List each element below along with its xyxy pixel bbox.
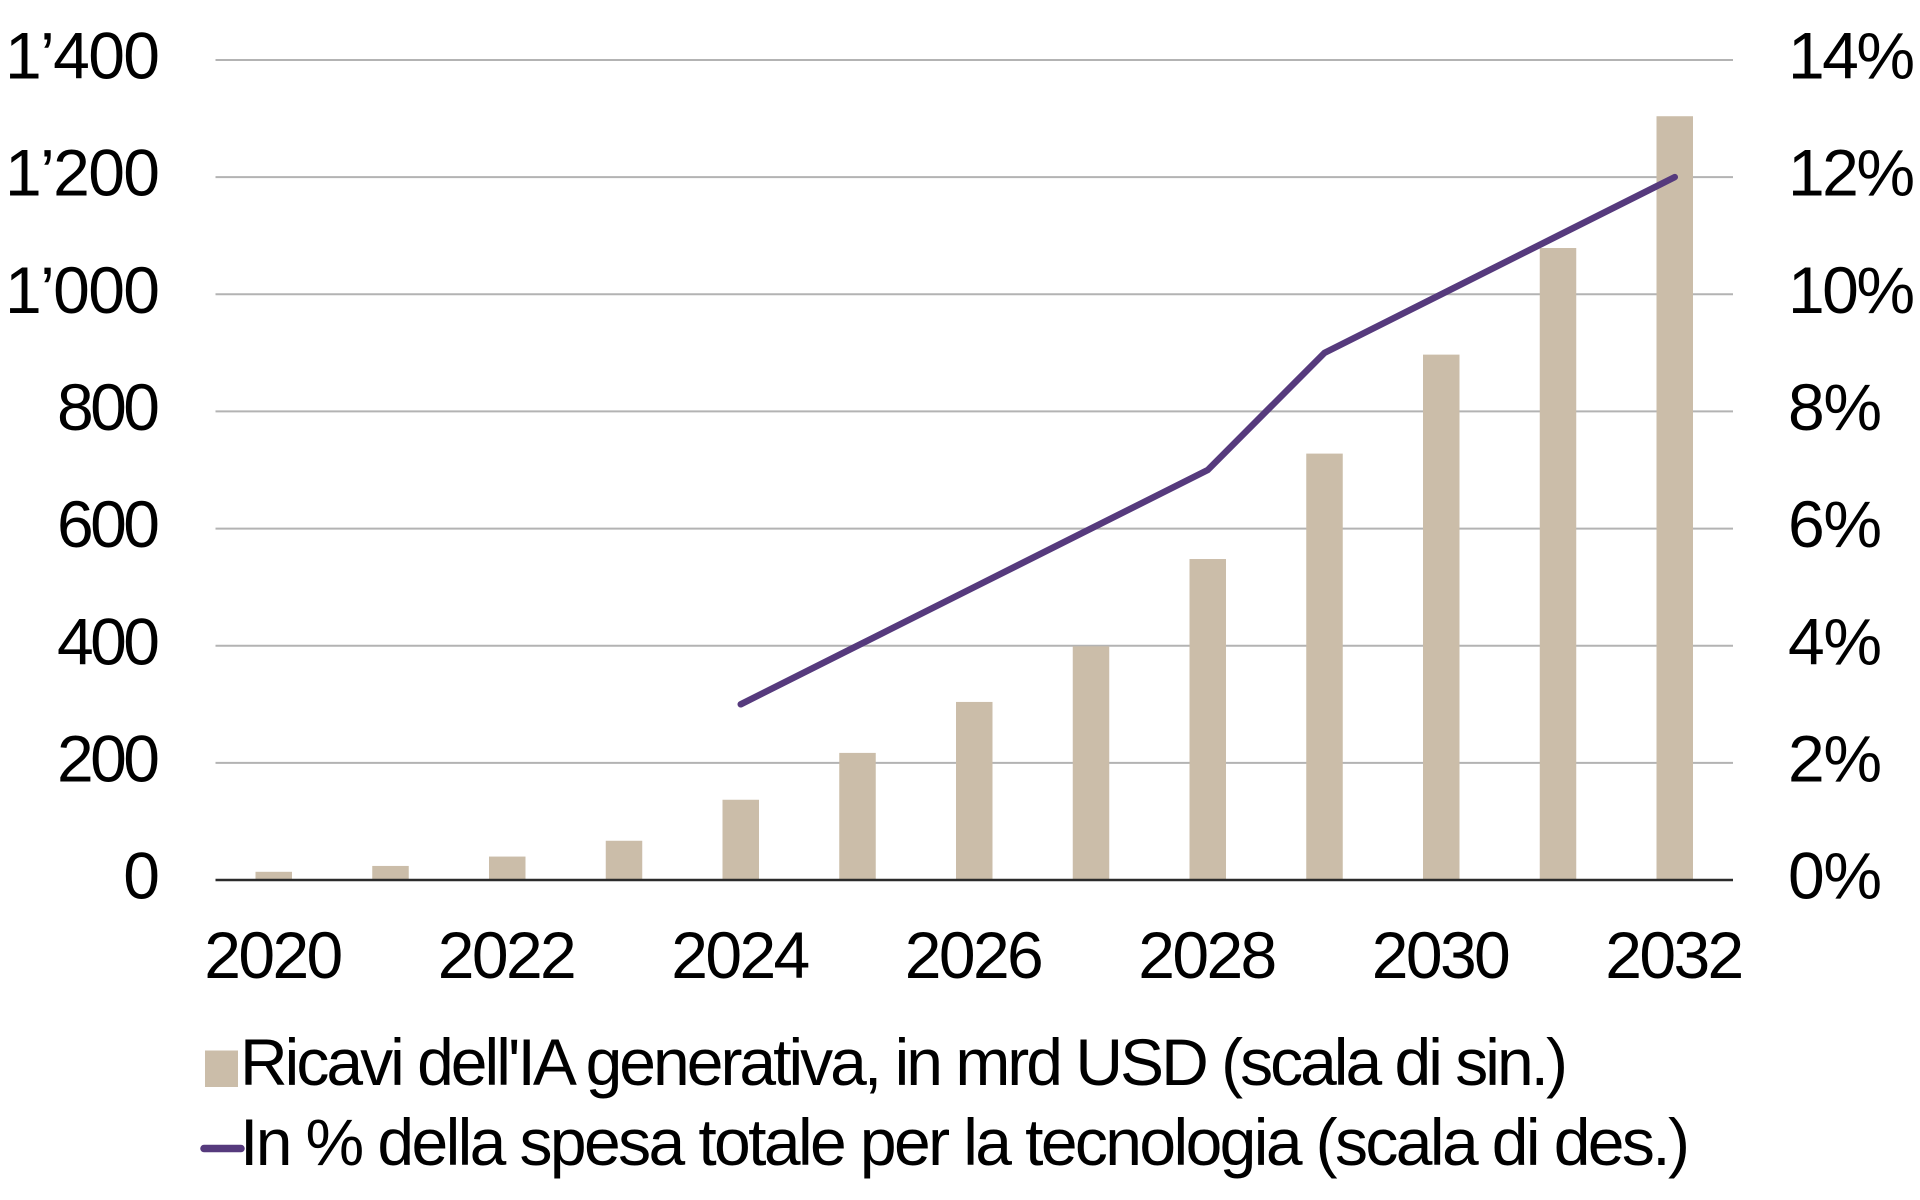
svg-text:600: 600 (57, 487, 160, 561)
svg-text:2020: 2020 (204, 918, 343, 992)
svg-text:2030: 2030 (1372, 918, 1511, 992)
svg-text:2026: 2026 (905, 918, 1044, 992)
svg-text:14%: 14% (1788, 19, 1915, 93)
svg-text:2022: 2022 (438, 918, 577, 992)
svg-text:0%: 0% (1788, 839, 1882, 913)
svg-text:1’400: 1’400 (5, 19, 160, 93)
svg-text:12%: 12% (1788, 136, 1915, 210)
svg-text:800: 800 (57, 370, 160, 444)
svg-text:1’000: 1’000 (5, 253, 160, 327)
svg-text:10%: 10% (1788, 253, 1915, 327)
svg-text:2032: 2032 (1605, 918, 1744, 992)
svg-text:Ricavi dell'IA generativa, in: Ricavi dell'IA generativa, in mrd USD (s… (240, 1025, 1568, 1099)
svg-text:200: 200 (57, 722, 160, 796)
svg-text:2%: 2% (1788, 722, 1882, 796)
svg-text:4%: 4% (1788, 604, 1882, 678)
svg-text:In % della spesa totale per la: In % della spesa totale per la tecnologi… (240, 1105, 1690, 1179)
svg-text:1’200: 1’200 (5, 136, 160, 210)
svg-text:6%: 6% (1788, 487, 1882, 561)
svg-text:400: 400 (57, 604, 160, 678)
svg-text:2024: 2024 (671, 918, 810, 992)
svg-text:8%: 8% (1788, 370, 1882, 444)
svg-text:0: 0 (123, 839, 160, 913)
svg-text:2028: 2028 (1138, 918, 1277, 992)
